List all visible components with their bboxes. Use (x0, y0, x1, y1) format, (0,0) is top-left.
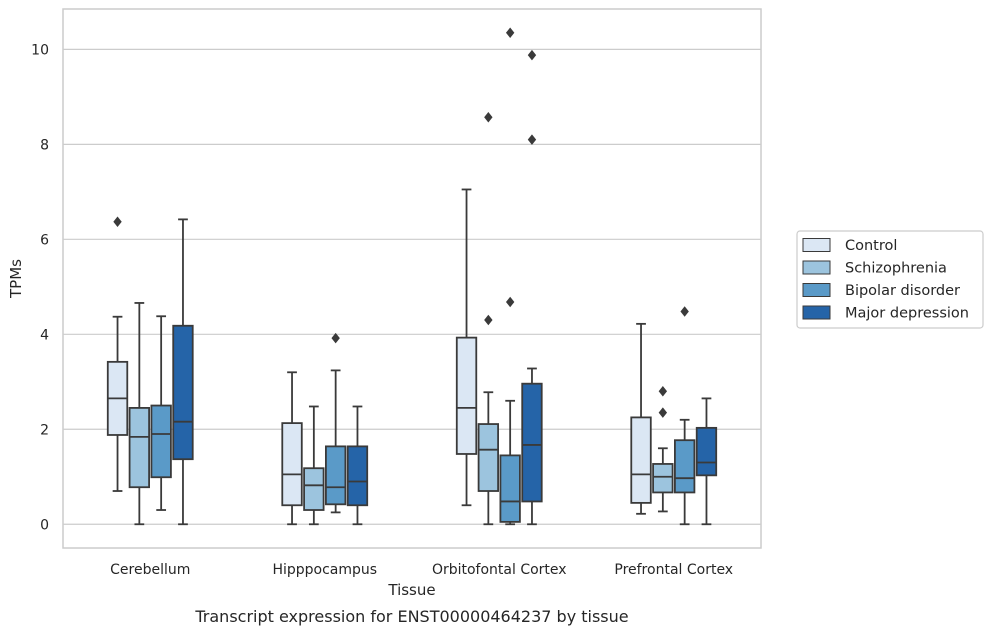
legend-label: Control (845, 238, 897, 254)
box-groups (106, 27, 718, 526)
box-group (150, 315, 172, 511)
outlier-point (484, 314, 493, 326)
outlier-point (680, 306, 689, 317)
outlier-point (658, 407, 668, 418)
box (325, 445, 347, 506)
legend-label: Schizophrenia (845, 261, 947, 277)
box (695, 426, 718, 477)
y-tick-label: 4 (40, 327, 49, 343)
box-group (106, 216, 129, 492)
x-tick-label: Hipppocampus (272, 562, 377, 578)
box-group (695, 397, 718, 526)
legend-frame (796, 230, 984, 329)
box (521, 382, 543, 503)
outlier-point (505, 296, 515, 308)
box-group (172, 218, 194, 526)
box-group (674, 306, 696, 526)
box-group (281, 371, 303, 526)
box (281, 422, 303, 507)
legend-swatch (802, 238, 831, 252)
y-tick-label: 6 (40, 232, 49, 248)
box (499, 454, 521, 523)
y-tick-label: 2 (40, 422, 49, 438)
box (477, 423, 499, 492)
legend-swatch (802, 283, 831, 297)
box (172, 324, 194, 461)
box (346, 445, 369, 507)
box (652, 463, 674, 494)
box-group (521, 49, 543, 526)
chart-caption: Transcript expression for ENST0000046423… (194, 607, 628, 626)
box (303, 467, 325, 511)
box-group (346, 405, 369, 526)
outlier-point (527, 49, 537, 61)
legend-label: Major depression (845, 306, 969, 322)
box (128, 407, 150, 489)
box-group (325, 332, 347, 514)
box (150, 404, 172, 479)
outlier-point (527, 134, 537, 145)
legend-label: Bipolar disorder (845, 283, 960, 299)
x-tick-label: Cerebellum (110, 562, 190, 578)
box-group (652, 386, 674, 513)
plot-frame (62, 8, 762, 549)
box-group (630, 322, 652, 515)
box-group (455, 188, 478, 507)
box (630, 416, 652, 504)
box (674, 439, 696, 494)
outlier-point (505, 27, 515, 38)
x-axis-label: Tissue (387, 581, 435, 599)
x-tick-labels: Cerebellum Hipppocampus Orbitofontal Corte… (110, 562, 733, 578)
y-tick-label: 10 (31, 42, 49, 58)
box (455, 336, 478, 455)
outlier-point (331, 332, 340, 344)
y-tick-label: 0 (40, 517, 49, 533)
legend-swatch (802, 305, 831, 320)
y-tick-label: 8 (40, 137, 49, 153)
outlier-point (484, 112, 493, 123)
y-axis-label: TPMs (7, 259, 25, 299)
box-group (477, 112, 499, 526)
box-group (499, 27, 521, 526)
legend-swatch (802, 260, 831, 275)
outlier-point (658, 386, 668, 397)
x-tick-label: Prefrontal Cortex (614, 562, 733, 578)
y-tick-labels: 0 2 4 6 8 10 (31, 42, 49, 533)
box-group (128, 302, 150, 526)
x-tick-label: Orbitofontal Cortex (432, 562, 567, 578)
legend: Control Schizophrenia Bipolar disorder Majo… (796, 230, 984, 329)
outlier-point (113, 216, 122, 228)
box-group (303, 405, 325, 526)
